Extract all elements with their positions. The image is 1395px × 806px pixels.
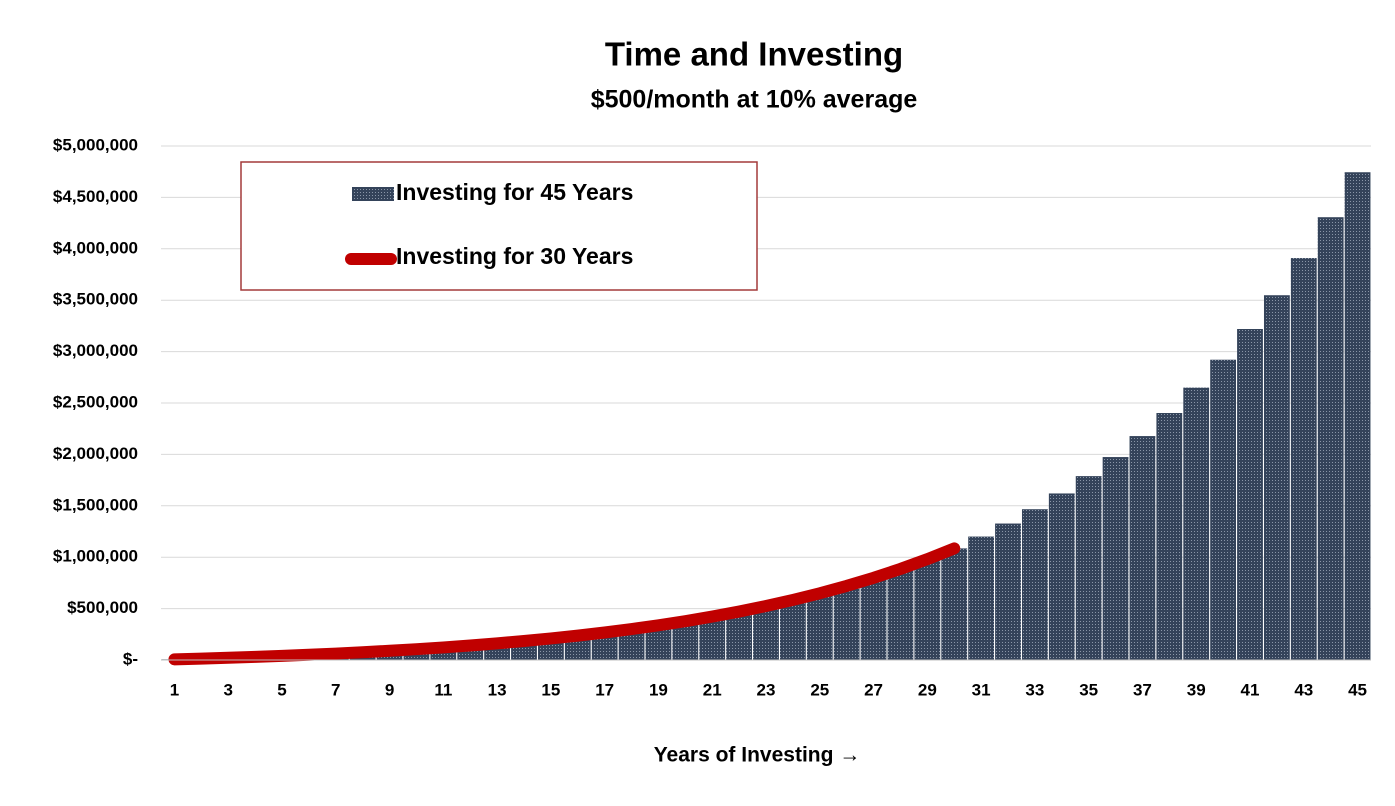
- bar: [860, 577, 887, 660]
- legend-box: [240, 161, 758, 291]
- bar: [1102, 457, 1129, 660]
- x-tick-label: 3: [223, 680, 232, 699]
- x-tick-label: 9: [385, 680, 394, 699]
- x-tick-label: 11: [434, 680, 452, 699]
- bar: [914, 559, 941, 660]
- bar: [1317, 217, 1344, 661]
- x-tick-label: 37: [1133, 680, 1152, 699]
- x-axis-title: Years of Investing →: [654, 744, 861, 767]
- x-tick-label: 21: [703, 680, 722, 699]
- x-tick-label: 33: [1025, 680, 1044, 699]
- legend-label: Investing for 45 Years: [396, 179, 633, 205]
- y-tick-label: $1,000,000: [53, 547, 138, 566]
- bar: [995, 523, 1021, 660]
- bar: [833, 585, 860, 660]
- y-tick-label: $-: [123, 649, 138, 668]
- x-tick-label: 13: [488, 680, 507, 699]
- x-tick-label: 7: [331, 680, 340, 699]
- legend-swatch: [352, 187, 394, 201]
- bar: [1048, 493, 1075, 660]
- bar: [1021, 509, 1048, 660]
- y-tick-label: $4,000,000: [53, 238, 138, 257]
- y-tick-label: $3,500,000: [53, 290, 138, 309]
- x-tick-label: 39: [1187, 680, 1206, 699]
- x-tick-label: 17: [595, 680, 614, 699]
- x-tick-label: 23: [757, 680, 776, 699]
- x-tick-label: 45: [1348, 680, 1367, 699]
- bar: [1237, 329, 1263, 660]
- y-tick-label: $2,000,000: [53, 444, 138, 463]
- bar: [1263, 295, 1290, 660]
- x-tick-label: 1: [170, 680, 179, 699]
- y-tick-label: $500,000: [67, 598, 138, 617]
- legend-label: Investing for 30 Years: [396, 243, 633, 269]
- y-tick-label: $4,500,000: [53, 187, 138, 206]
- bar: [753, 606, 779, 660]
- bar: [968, 536, 995, 660]
- y-tick-label: $2,500,000: [53, 392, 138, 411]
- x-tick-label: 41: [1241, 680, 1260, 699]
- bar: [1156, 413, 1183, 660]
- bar: [1290, 258, 1317, 660]
- bar: [1183, 387, 1210, 660]
- x-tick-label: 27: [864, 680, 883, 699]
- chart-title: Time and Investing: [605, 36, 903, 73]
- x-tick-label: 19: [649, 680, 668, 699]
- bar: [806, 593, 833, 660]
- x-tick-label: 15: [541, 680, 560, 699]
- x-tick-label: 29: [918, 680, 937, 699]
- bar: [1210, 359, 1237, 660]
- x-tick-label: 31: [972, 680, 991, 699]
- y-tick-label: $1,500,000: [53, 495, 138, 514]
- y-tick-label: $5,000,000: [53, 135, 138, 154]
- x-tick-label: 43: [1294, 680, 1313, 699]
- bar: [887, 568, 914, 660]
- chart-subtitle: $500/month at 10% average: [591, 86, 918, 114]
- y-tick-label: $3,000,000: [53, 341, 138, 360]
- bar: [726, 611, 753, 660]
- bar: [941, 548, 968, 660]
- bar: [1129, 436, 1156, 660]
- bar: [1344, 172, 1371, 661]
- x-tick-label: 35: [1079, 680, 1098, 699]
- x-tick-label: 5: [277, 680, 286, 699]
- line: [168, 542, 961, 666]
- bar: [779, 599, 806, 660]
- x-tick-label: 25: [810, 680, 829, 699]
- bar: [1075, 476, 1102, 660]
